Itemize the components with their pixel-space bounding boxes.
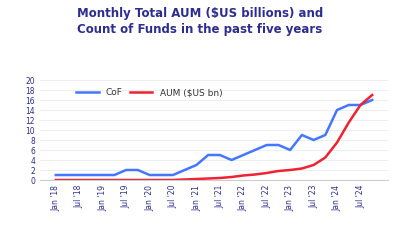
AUM ($US bn) [182, 178, 187, 181]
CoF [346, 104, 351, 106]
CoF [358, 104, 363, 106]
CoF [311, 138, 316, 141]
CoF [264, 144, 269, 146]
CoF [335, 108, 340, 112]
AUM ($US bn) [112, 178, 117, 182]
AUM ($US bn) [124, 178, 128, 182]
CoF [218, 154, 222, 156]
AUM ($US bn) [370, 94, 374, 96]
AUM ($US bn) [194, 178, 199, 180]
AUM ($US bn) [206, 177, 210, 180]
AUM ($US bn) [218, 176, 222, 180]
Text: Monthly Total AUM ($US billions) and
Count of Funds in the past five years: Monthly Total AUM ($US billions) and Cou… [77, 8, 323, 36]
AUM ($US bn) [54, 178, 58, 182]
CoF [300, 134, 304, 136]
CoF [124, 168, 128, 172]
CoF [170, 174, 175, 176]
CoF [147, 174, 152, 176]
CoF [54, 174, 58, 176]
AUM ($US bn) [229, 176, 234, 178]
CoF [88, 174, 93, 176]
CoF [112, 174, 117, 176]
CoF [100, 174, 105, 176]
CoF [288, 148, 292, 152]
CoF [323, 134, 328, 136]
AUM ($US bn) [346, 121, 351, 124]
AUM ($US bn) [288, 168, 292, 172]
AUM ($US bn) [136, 178, 140, 182]
AUM ($US bn) [170, 178, 175, 182]
CoF [229, 158, 234, 162]
CoF [77, 174, 82, 176]
AUM ($US bn) [335, 141, 340, 144]
CoF [241, 154, 246, 156]
CoF [182, 168, 187, 172]
CoF [253, 148, 258, 152]
Line: AUM ($US bn): AUM ($US bn) [56, 95, 372, 180]
AUM ($US bn) [323, 156, 328, 159]
CoF [159, 174, 164, 176]
AUM ($US bn) [311, 164, 316, 166]
AUM ($US bn) [100, 178, 105, 182]
Line: CoF: CoF [56, 100, 372, 175]
CoF [194, 164, 199, 166]
CoF [370, 98, 374, 102]
CoF [206, 154, 210, 156]
AUM ($US bn) [276, 170, 281, 172]
AUM ($US bn) [147, 178, 152, 182]
Legend: CoF, AUM ($US bn): CoF, AUM ($US bn) [72, 84, 226, 101]
AUM ($US bn) [241, 174, 246, 177]
AUM ($US bn) [264, 172, 269, 174]
AUM ($US bn) [358, 104, 363, 106]
AUM ($US bn) [65, 178, 70, 182]
AUM ($US bn) [253, 173, 258, 176]
AUM ($US bn) [300, 167, 304, 170]
CoF [136, 168, 140, 172]
AUM ($US bn) [88, 178, 93, 182]
CoF [276, 144, 281, 146]
AUM ($US bn) [159, 178, 164, 182]
CoF [65, 174, 70, 176]
AUM ($US bn) [77, 178, 82, 182]
